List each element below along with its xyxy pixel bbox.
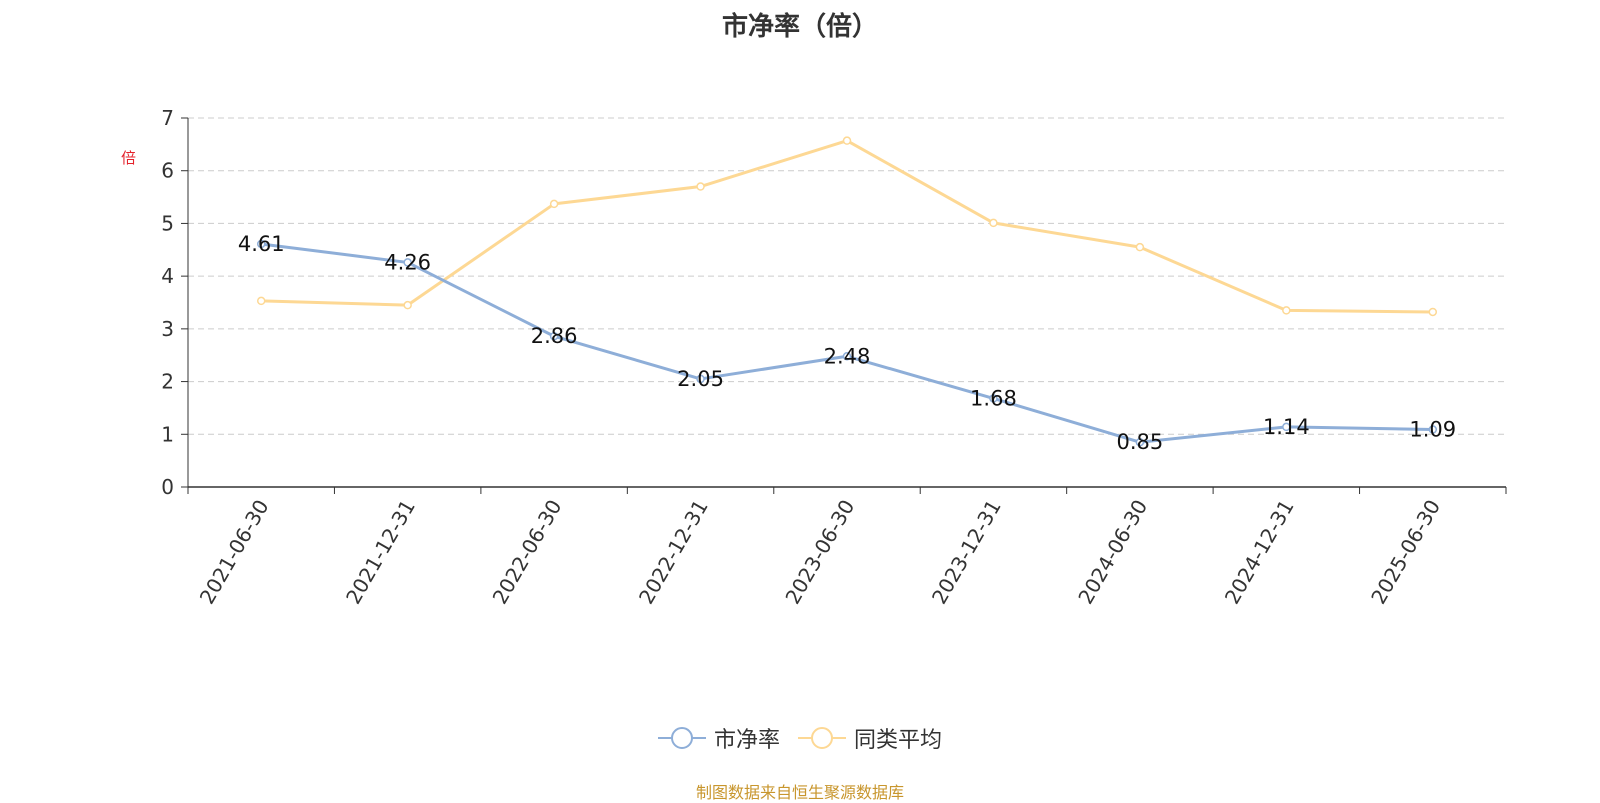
y-tick-label: 7 — [161, 106, 174, 130]
legend-label-pb: 市净率 — [713, 728, 780, 753]
data-label: 2.86 — [531, 324, 578, 348]
x-tick-label: 2022-12-31 — [634, 496, 713, 609]
data-label: 0.85 — [1117, 430, 1164, 454]
data-point-peer-average — [1428, 307, 1438, 317]
data-point-pb — [1428, 425, 1438, 434]
data-point-peer-average — [403, 300, 412, 310]
x-tick-label: 2024-06-30 — [1073, 496, 1152, 609]
legend-item-pb[interactable]: 市净率 — [657, 722, 780, 754]
legend-marker-pb-icon — [657, 727, 706, 749]
y-tick-label: 3 — [161, 317, 174, 341]
data-label: 4.61 — [238, 232, 285, 256]
data-point-peer-average — [256, 296, 266, 306]
x-tick-label: 2022-06-30 — [488, 496, 567, 609]
data-label: 1.68 — [970, 386, 1017, 410]
x-tick-label: 2023-06-30 — [780, 496, 859, 609]
data-point-peer-average — [989, 218, 998, 228]
x-tick-label: 2025-06-30 — [1366, 496, 1445, 609]
y-tick-label: 4 — [161, 264, 174, 288]
chart-title: 市净率（倍） — [721, 12, 878, 42]
data-label: 1.09 — [1409, 418, 1456, 442]
data-point-pb — [549, 331, 559, 341]
data-label: 2.48 — [824, 344, 871, 368]
x-tick-label: 2023-12-31 — [927, 496, 1006, 609]
data-point-peer-average — [842, 136, 852, 145]
legend-marker-peer-average-icon — [798, 727, 846, 749]
legend-item-peer-average[interactable]: 同类平均 — [798, 722, 942, 754]
data-label: 1.14 — [1263, 415, 1310, 439]
series-line-peer-average — [261, 139, 1433, 314]
y-tick-label: 1 — [161, 422, 174, 446]
data-label: 4.26 — [384, 250, 431, 274]
data-point-pb — [696, 374, 705, 384]
data-point-peer-average — [1135, 242, 1145, 252]
y-tick-label: 6 — [161, 159, 174, 183]
legend-label-peer-average: 同类平均 — [854, 728, 943, 753]
y-tick-label: 2 — [161, 370, 174, 394]
source-note: 制图数据来自恒生聚源数据库 — [695, 783, 904, 802]
y-tick-label: 0 — [161, 475, 174, 499]
data-point-pb — [256, 239, 266, 249]
data-point-pb — [842, 352, 852, 361]
x-tick-label: 2021-06-30 — [195, 496, 274, 609]
y-axis-label: 倍 — [119, 150, 137, 165]
x-tick-label: 2021-12-31 — [341, 495, 420, 608]
x-tick-label: 2024-12-31 — [1220, 496, 1299, 609]
legend: 市净率 同类平均 — [0, 722, 1600, 754]
data-point-peer-average — [696, 182, 705, 191]
data-point-pb — [1282, 422, 1291, 432]
data-point-pb — [989, 394, 998, 403]
series-line-pb — [261, 242, 1433, 444]
data-point-pb — [1135, 437, 1145, 447]
data-label: 2.05 — [677, 367, 724, 391]
data-point-peer-average — [549, 199, 559, 209]
y-tick-label: 5 — [161, 211, 174, 235]
data-point-pb — [403, 258, 412, 267]
data-point-peer-average — [1282, 306, 1291, 315]
